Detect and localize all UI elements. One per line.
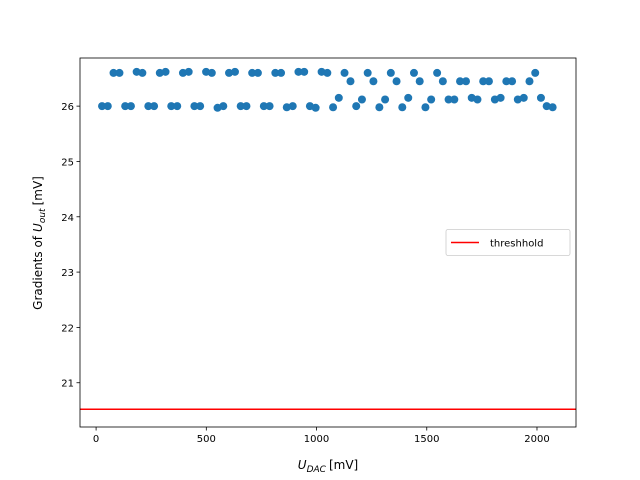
point <box>329 103 338 112</box>
point <box>519 93 528 102</box>
point <box>531 68 540 77</box>
point <box>277 68 286 77</box>
y-tick-label: 23 <box>61 268 74 279</box>
point <box>381 95 390 104</box>
point <box>415 77 424 86</box>
point <box>242 102 251 111</box>
point <box>311 103 320 112</box>
y-axis-label: Gradients of Uout [mV] <box>31 176 48 310</box>
point <box>150 102 159 111</box>
point <box>323 68 332 77</box>
point <box>542 102 551 111</box>
y-tick-label: 25 <box>61 157 74 168</box>
point <box>438 77 447 86</box>
point <box>375 103 384 112</box>
point <box>444 95 453 104</box>
point <box>138 68 147 77</box>
point <box>219 102 228 111</box>
point <box>502 77 511 86</box>
y-tick-label: 22 <box>61 323 74 334</box>
x-axis-label: UDAC [mV] <box>298 458 358 475</box>
point <box>386 68 395 77</box>
point <box>173 102 182 111</box>
point <box>265 102 274 111</box>
point <box>236 102 245 111</box>
point <box>225 68 234 77</box>
point <box>536 93 545 102</box>
point <box>421 103 430 112</box>
point <box>115 68 124 77</box>
point <box>340 68 349 77</box>
point <box>352 102 361 111</box>
point <box>496 93 505 102</box>
x-label-unit: [mV] <box>329 458 358 472</box>
point <box>248 68 257 77</box>
point <box>109 68 118 77</box>
point <box>103 102 112 111</box>
point <box>161 67 170 76</box>
point <box>409 68 418 77</box>
point <box>259 102 268 111</box>
point <box>196 102 205 111</box>
point <box>473 95 482 104</box>
point <box>230 67 239 76</box>
point <box>282 103 291 112</box>
point <box>398 103 407 112</box>
point <box>121 102 130 111</box>
point <box>294 67 303 76</box>
point <box>525 77 534 86</box>
x-tick-label: 1500 <box>414 434 439 445</box>
y-tick-label: 24 <box>61 213 74 224</box>
plot-frame <box>79 57 577 428</box>
y-label-prefix: Gradients of <box>31 235 45 310</box>
point <box>334 93 343 102</box>
y-tick-label: 26 <box>61 102 74 113</box>
x-tick-label: 500 <box>197 434 216 445</box>
point <box>548 103 557 112</box>
point <box>456 77 465 86</box>
point <box>392 77 401 86</box>
point <box>363 68 372 77</box>
y-tick-label: 21 <box>61 379 74 390</box>
y-label-subscript: out <box>38 208 48 223</box>
point <box>461 77 470 86</box>
point <box>427 95 436 104</box>
point <box>190 102 199 111</box>
point <box>433 68 442 77</box>
point <box>271 68 280 77</box>
legend-label: threshhold <box>490 239 543 250</box>
point <box>167 102 176 111</box>
x-tick-label: 1000 <box>304 434 329 445</box>
point <box>369 77 378 86</box>
point <box>207 68 216 77</box>
point <box>450 95 459 104</box>
x-label-symbol: U <box>298 458 307 472</box>
point <box>357 95 366 104</box>
point <box>288 102 297 111</box>
point <box>484 77 493 86</box>
x-tick-label: 0 <box>93 434 99 445</box>
point <box>126 102 135 111</box>
point <box>98 102 107 111</box>
x-tick-label: 2000 <box>524 434 549 445</box>
point <box>479 77 488 86</box>
point <box>144 102 153 111</box>
point <box>300 67 309 76</box>
legend-box <box>445 229 571 256</box>
y-label-symbol: U <box>31 223 45 232</box>
point <box>508 77 517 86</box>
y-label-unit: [mV] <box>31 176 45 205</box>
point <box>184 67 193 76</box>
point <box>346 77 355 86</box>
point <box>253 68 262 77</box>
point <box>404 93 413 102</box>
x-label-subscript: DAC <box>307 465 327 475</box>
